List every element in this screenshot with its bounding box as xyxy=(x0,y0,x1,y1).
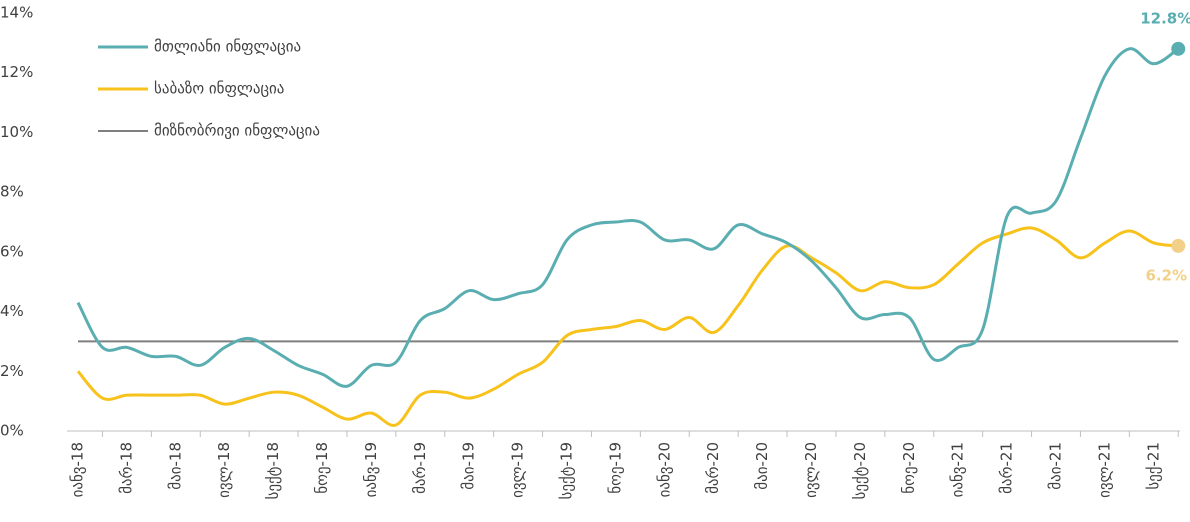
value-label: 6.2% xyxy=(1145,266,1187,284)
x-tick-label: ივლ-18 xyxy=(215,442,233,498)
x-tick-label: მარ-21 xyxy=(998,442,1016,494)
x-tick-label: ივლ-21 xyxy=(1095,442,1113,498)
series-line xyxy=(76,226,1179,427)
y-tick-label: 0% xyxy=(0,422,24,440)
x-tick-label: მაი-20 xyxy=(753,442,771,490)
x-tick-label: მარ-19 xyxy=(411,442,429,494)
x-tick-label: სექტ-18 xyxy=(264,442,282,499)
x-tick-label: ივლ-20 xyxy=(802,442,820,498)
x-tick-label: სექტ-20 xyxy=(851,442,869,499)
x-tick-label: სექ-21 xyxy=(1144,442,1162,490)
x-tick-label: მაი-21 xyxy=(1047,442,1065,490)
y-tick-label: 4% xyxy=(0,302,24,320)
x-tick-label: ნოე-19 xyxy=(606,442,624,494)
x-tick-label: მარ-20 xyxy=(704,442,722,494)
x-tick-label: სექტ-19 xyxy=(558,442,576,499)
x-tick-label: მაი-18 xyxy=(166,442,184,490)
x-tick-label: იანვ-20 xyxy=(655,442,673,497)
x-tick-label: მაი-19 xyxy=(460,442,478,490)
y-tick-label: 10% xyxy=(0,123,33,141)
x-tick-label: იანვ-19 xyxy=(362,442,380,497)
series-line xyxy=(76,47,1180,388)
x-tick-label: ნოე-18 xyxy=(313,442,331,494)
y-tick-label: 14% xyxy=(0,4,33,22)
x-tick-label: იანვ-21 xyxy=(949,442,967,497)
y-tick-label: 2% xyxy=(0,362,24,380)
y-tick-label: 8% xyxy=(0,183,24,201)
legend-label: მიზნობრივი ინფლაცია xyxy=(154,122,320,140)
end-dot xyxy=(1171,41,1186,56)
end-dot xyxy=(1171,238,1186,253)
x-tick-label: ივლ-19 xyxy=(509,442,527,498)
value-label: 12.8% xyxy=(1140,9,1190,27)
legend-label: მთლიანი ინფლაცია xyxy=(154,38,301,56)
y-tick-label: 12% xyxy=(0,63,33,81)
x-tick-label: ნოე-20 xyxy=(900,442,918,494)
x-tick-label: მარ-18 xyxy=(117,442,135,494)
legend-label: საბაზო ინფლაცია xyxy=(154,80,284,98)
y-tick-label: 6% xyxy=(0,242,24,260)
x-tick-label: იანვ-18 xyxy=(69,442,87,497)
